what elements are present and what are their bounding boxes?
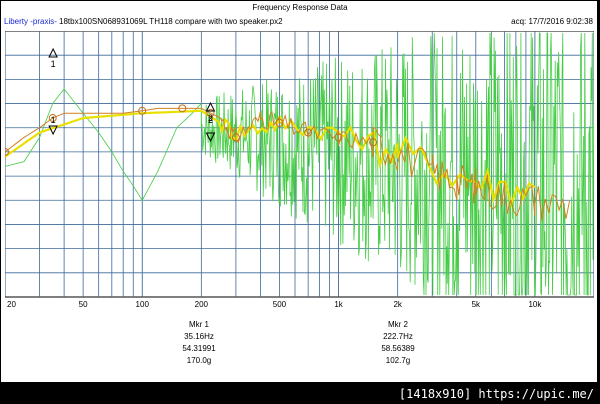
series-point bbox=[178, 104, 187, 113]
marker-2-tag: 2 bbox=[208, 113, 213, 123]
marker-2-up-triangle bbox=[205, 101, 216, 112]
series-green-line bbox=[5, 32, 594, 296]
x-tick-label: 5k bbox=[472, 300, 481, 309]
marker-1-frequency: 35.16Hz bbox=[184, 332, 214, 341]
marker-2-down-triangle bbox=[205, 132, 216, 143]
response-window: Frequency Response Data Liberty -praxis-… bbox=[0, 0, 598, 383]
marker-2-frequency: 222.7Hz bbox=[383, 332, 413, 341]
window-title: Frequency Response Data bbox=[252, 3, 348, 12]
marker-2-readout: Mkr 2 222.7Hz 58.56389 102.7g bbox=[353, 319, 443, 367]
file-name: 18tbx100SN068931069L TH118 compare with … bbox=[59, 17, 283, 26]
x-tick-label: 2k bbox=[393, 300, 402, 309]
marker-1-readout: Mkr 1 35.16Hz 54.31991 170.0g bbox=[154, 319, 244, 367]
x-tick-label: 100 bbox=[136, 300, 150, 309]
x-tick-label: 20 bbox=[7, 300, 16, 309]
series-point bbox=[304, 128, 313, 137]
info-bar: Liberty -praxis- 18tbx100SN068931069L TH… bbox=[1, 15, 599, 29]
marker-1-label: Mkr 1 bbox=[189, 320, 209, 329]
marker-1-value: 54.31991 bbox=[182, 344, 216, 353]
x-tick-label: 50 bbox=[79, 300, 88, 309]
x-tick-label: 1k bbox=[334, 300, 343, 309]
acquisition-time: acq: 17/7/2016 9:02:38 bbox=[511, 17, 593, 26]
series-point bbox=[206, 109, 215, 118]
x-tick-label: 10k bbox=[528, 300, 542, 309]
series-point bbox=[334, 133, 343, 142]
series-point bbox=[48, 114, 57, 123]
frequency-response-plot: 121 220 50 100 200 500 1k 2k 5k 10k bbox=[5, 31, 594, 309]
marker-1-down-triangle bbox=[48, 125, 58, 136]
series-point bbox=[138, 106, 147, 115]
brand-label: Liberty -praxis- bbox=[4, 17, 57, 26]
marker-2-phase: 102.7g bbox=[385, 356, 411, 365]
x-tick-label: 500 bbox=[273, 300, 287, 309]
marker-1-tag-lower: 1 bbox=[51, 115, 56, 125]
watermark: [1418x910] https://upic.me/ bbox=[398, 387, 594, 401]
series-point bbox=[231, 133, 240, 142]
series-point bbox=[5, 147, 9, 156]
series-orange-line bbox=[5, 107, 570, 221]
marker-1-up-triangle bbox=[48, 47, 58, 58]
x-tick-label: 200 bbox=[195, 300, 209, 309]
series-point bbox=[275, 118, 284, 127]
series-point bbox=[369, 138, 378, 147]
marker-2-label: Mkr 2 bbox=[388, 320, 408, 329]
marker-2-value: 58.56389 bbox=[381, 344, 415, 353]
marker-1-phase: 170.0g bbox=[186, 356, 212, 365]
marker-2-tag-lower: 2 bbox=[208, 115, 213, 125]
marker-1-tag: 1 bbox=[51, 59, 56, 69]
